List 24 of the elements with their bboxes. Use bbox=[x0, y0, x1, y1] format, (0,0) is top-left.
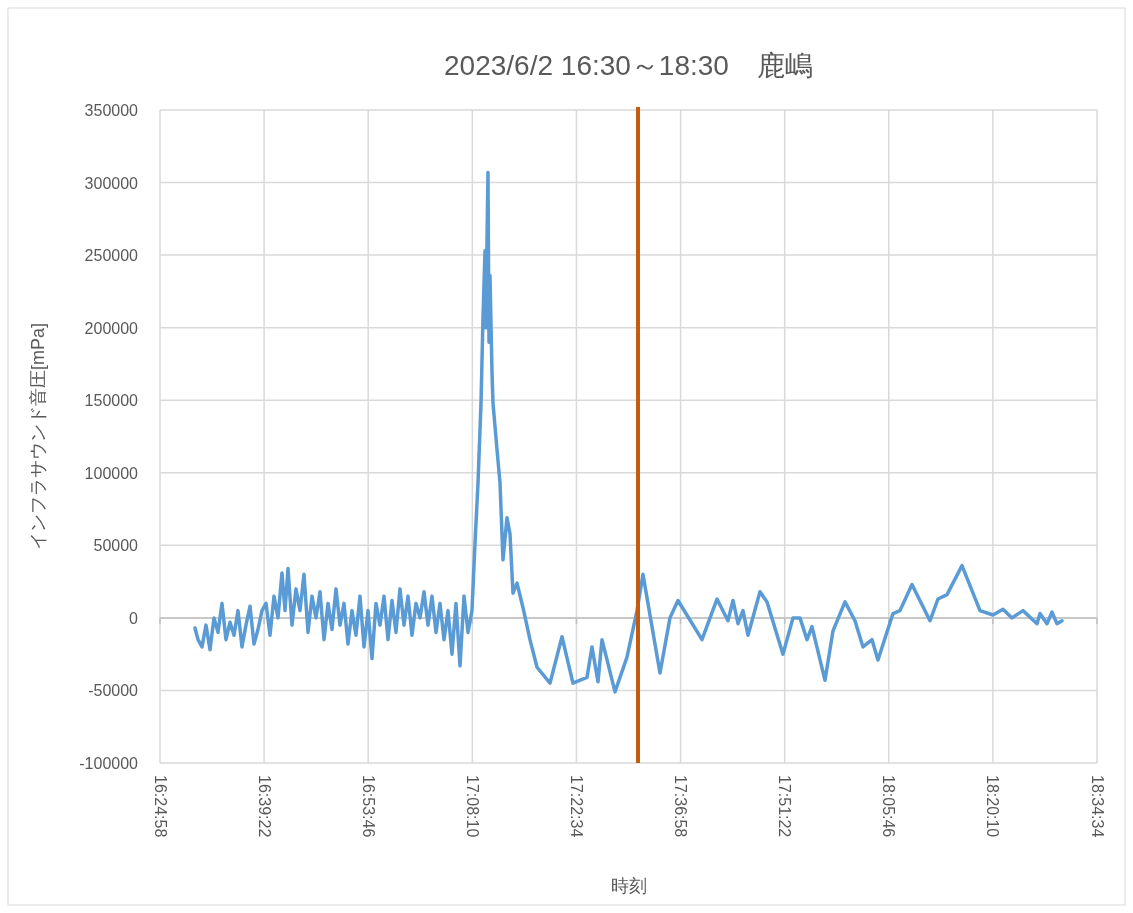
x-tick-label: 18:05:46 bbox=[880, 775, 898, 838]
y-tick-label: 350000 bbox=[84, 102, 139, 119]
y-tick-label: 100000 bbox=[84, 464, 139, 482]
x-tick-label: 17:36:58 bbox=[672, 775, 690, 838]
y-tick-label: 50000 bbox=[93, 537, 139, 555]
y-tick-label: -100000 bbox=[79, 755, 139, 772]
y-tick-label: -50000 bbox=[88, 682, 139, 700]
y-tick-label: 300000 bbox=[84, 174, 139, 192]
x-tick-label: 17:51:22 bbox=[776, 775, 794, 838]
line-series bbox=[193, 170, 1064, 694]
y-tick-label: 0 bbox=[129, 609, 139, 627]
x-tick-label: 17:08:10 bbox=[463, 775, 481, 838]
x-tick-label: 17:22:34 bbox=[567, 775, 585, 838]
x-tick-label: 16:53:46 bbox=[359, 775, 377, 838]
y-tick-label: 250000 bbox=[84, 247, 139, 265]
x-tick-label: 18:34:34 bbox=[1088, 775, 1106, 838]
x-tick-label: 16:39:22 bbox=[255, 775, 273, 838]
chart-title: 2023/6/2 16:30～18:30 鹿嶋 bbox=[444, 50, 813, 81]
y-axis-title: インフラサウンド音圧[mPa] bbox=[28, 322, 48, 551]
x-tick-label: 16:24:58 bbox=[151, 775, 169, 838]
y-tick-label: 200000 bbox=[84, 319, 139, 337]
y-tick-label: 150000 bbox=[84, 392, 139, 410]
x-axis-title: 時刻 bbox=[610, 876, 647, 896]
x-tick-label: 18:20:10 bbox=[984, 775, 1002, 838]
